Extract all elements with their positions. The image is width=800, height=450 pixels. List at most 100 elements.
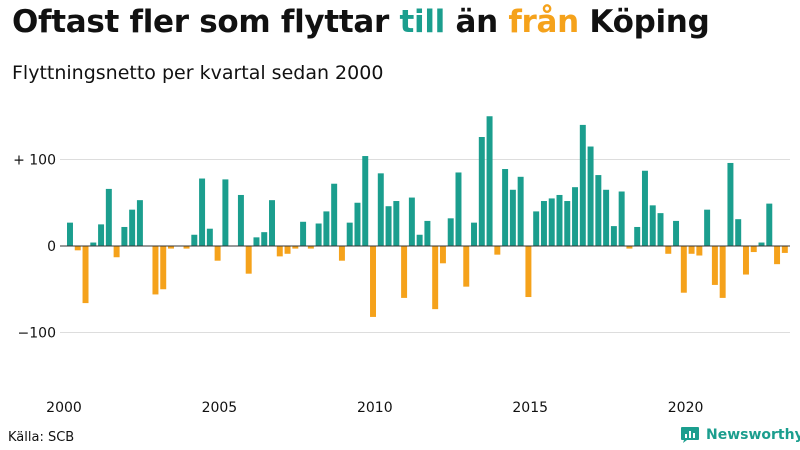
- bar: [587, 146, 594, 246]
- bar: [307, 246, 314, 249]
- bar: [688, 246, 695, 254]
- y-tick-label: −100: [18, 326, 56, 342]
- bar: [704, 209, 711, 246]
- bar: [82, 246, 89, 304]
- bar: [385, 206, 392, 246]
- bar: [711, 246, 718, 285]
- bar: [393, 201, 400, 246]
- chart-subtitle: Flyttningsnetto per kvartal sedan 2000: [12, 62, 384, 84]
- bar: [315, 223, 322, 246]
- bar: [98, 224, 105, 246]
- bar: [199, 178, 206, 246]
- bar: [183, 246, 190, 249]
- bar: [121, 226, 128, 246]
- title-till: till: [399, 4, 445, 40]
- bar: [533, 211, 540, 246]
- title-part-2: än: [444, 4, 509, 40]
- bar: [665, 246, 672, 254]
- bar: [338, 246, 345, 261]
- title-part-1: Oftast fler som flyttar: [12, 4, 400, 40]
- bar: [424, 220, 431, 246]
- bar: [331, 183, 338, 246]
- bar: [269, 200, 275, 246]
- bar: [579, 124, 586, 246]
- bar: [540, 201, 547, 246]
- bar: [758, 242, 765, 246]
- y-tick-label: 0: [47, 239, 56, 255]
- source-label: Källa: SCB: [8, 430, 75, 445]
- bar: [463, 246, 470, 287]
- bar: [727, 162, 734, 246]
- bar: [595, 175, 602, 246]
- bar: [735, 219, 742, 246]
- newsworthy-logo: Newsworthy: [680, 426, 800, 444]
- x-tick-label: 2010: [357, 400, 393, 416]
- bar: [774, 246, 781, 265]
- bar: [237, 194, 244, 246]
- bar: [657, 213, 664, 246]
- bar: [610, 226, 617, 246]
- bar: [300, 221, 307, 246]
- bar: [129, 209, 136, 246]
- bar: [525, 246, 532, 298]
- x-tick-label: 2020: [668, 400, 704, 416]
- bar: [447, 218, 454, 246]
- bar: [261, 232, 268, 246]
- bar: [362, 156, 369, 246]
- chart-bubble-icon: [681, 427, 699, 443]
- bar: [517, 176, 524, 246]
- bar: [346, 222, 353, 246]
- bar: [377, 173, 384, 246]
- bar: [572, 187, 579, 246]
- bar: [168, 246, 174, 249]
- title-fran: från: [508, 4, 579, 40]
- bar: [439, 246, 446, 264]
- bar: [113, 246, 120, 258]
- bar: [618, 191, 625, 246]
- bar: [323, 211, 330, 246]
- bar: [74, 246, 81, 251]
- bar: [408, 197, 415, 246]
- logo-text: Newsworthy: [706, 427, 800, 443]
- bar: [136, 200, 143, 246]
- x-tick-label: 2005: [202, 400, 238, 416]
- chart-title: Oftast fler som flyttar till än från Köp…: [12, 4, 710, 40]
- bar: [160, 246, 167, 290]
- bar: [766, 203, 773, 246]
- bar: [292, 246, 299, 249]
- bar: [509, 189, 516, 246]
- bar: [502, 169, 509, 246]
- bar: [696, 246, 703, 256]
- bar: [152, 246, 159, 295]
- bar: [673, 220, 680, 246]
- x-tick-label: 2000: [46, 400, 82, 416]
- bar: [641, 170, 648, 246]
- bar: [253, 237, 260, 246]
- y-tick-label: + 100: [13, 153, 56, 169]
- bar: [634, 226, 641, 246]
- bar: [556, 194, 563, 246]
- bar: [222, 179, 229, 246]
- bar: [742, 246, 749, 275]
- x-tick-label: 2015: [512, 400, 548, 416]
- bar: [494, 246, 501, 255]
- bar: [719, 246, 726, 298]
- bar: [284, 246, 291, 254]
- bar: [206, 228, 213, 246]
- bar: [401, 246, 408, 298]
- bar: [471, 222, 478, 246]
- title-part-3: Köping: [578, 4, 710, 40]
- bar: [478, 137, 485, 246]
- bar: [67, 222, 73, 246]
- bar: [564, 201, 571, 246]
- bar: [354, 202, 361, 246]
- bar: [191, 234, 198, 246]
- bar: [416, 234, 423, 246]
- bar: [781, 246, 788, 253]
- bar: [603, 189, 610, 246]
- bar: [214, 246, 221, 261]
- bar: [649, 205, 656, 246]
- bar: [245, 246, 252, 274]
- bar: [276, 246, 283, 257]
